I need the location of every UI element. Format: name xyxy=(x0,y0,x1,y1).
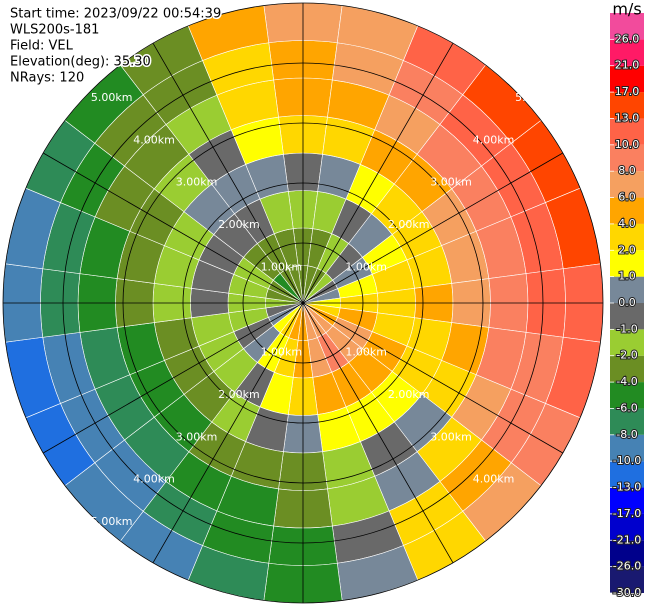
colorbar-tick-label: 8.0 xyxy=(618,164,636,177)
colorbar-segment xyxy=(610,144,644,172)
info-block: Start time: 2023/09/22 00:54:39WLS200s-1… xyxy=(9,5,223,87)
colorbar-tick-label: -21.0 xyxy=(613,533,641,546)
colorbar-segment xyxy=(610,355,644,383)
range-label: 3.00km xyxy=(430,176,472,189)
colorbar-tick-label: -26.0 xyxy=(613,560,641,573)
range-label: 3.00km xyxy=(176,430,218,443)
colorbar-segment xyxy=(610,92,644,119)
colorbar-segment xyxy=(610,461,644,488)
colorbar: m/s 26.0 21.0 17.0 13.0 10.0 8.0 6.0 4.0 2.0 1.0 0.… xyxy=(610,0,644,600)
range-ring xyxy=(2,2,604,604)
range-ring xyxy=(242,242,364,364)
range-label: 5.00km xyxy=(91,515,133,528)
colorbar-segment xyxy=(610,250,644,277)
info-line: WLS200s-181 xyxy=(10,23,99,38)
range-label: 4.00km xyxy=(133,133,175,146)
colorbar-segment xyxy=(610,329,644,356)
colorbar-segment xyxy=(610,382,644,409)
colorbar-segment xyxy=(610,197,644,224)
colorbar-segment xyxy=(610,39,644,66)
range-label: 1.00km xyxy=(261,261,303,274)
range-label: 1.00km xyxy=(345,345,387,358)
colorbar-segment xyxy=(610,13,644,40)
colorbar-tick-label: 2.0 xyxy=(618,243,636,256)
range-label: 1.00km xyxy=(345,261,387,274)
range-label: 2.00km xyxy=(388,388,430,401)
colorbar-tick-label: 21.0 xyxy=(615,59,640,72)
info-line: Field: VEL xyxy=(10,39,74,54)
colorbar-segment xyxy=(610,434,644,462)
colorbar-segment xyxy=(610,65,644,93)
range-label: 2.00km xyxy=(218,218,260,231)
info-line: Elevation(deg): 35.30 xyxy=(10,55,151,70)
range-label: 3.00km xyxy=(430,430,472,443)
colorbar-segment xyxy=(610,303,644,330)
range-label: 3.00km xyxy=(176,176,218,189)
range-label: 4.00km xyxy=(473,133,515,146)
radar-field xyxy=(2,2,604,604)
range-label: 5.00km xyxy=(515,91,557,104)
colorbar-tick-label: -17.0 xyxy=(613,507,641,520)
info-line: NRays: 120 xyxy=(10,71,84,86)
colorbar-tick-label: -4.0 xyxy=(616,375,637,388)
colorbar-segment xyxy=(610,171,644,198)
range-label: 5.00km xyxy=(515,515,557,528)
colorbar-title: m/s xyxy=(612,0,641,19)
colorbar-tick-label: 13.0 xyxy=(615,111,640,124)
colorbar-tick-label: 10.0 xyxy=(615,138,640,151)
colorbar-tick-label: 6.0 xyxy=(618,191,636,204)
colorbar-tick-label: 1.0 xyxy=(618,270,636,283)
colorbar-segment xyxy=(610,408,644,435)
range-label: 1.00km xyxy=(261,345,303,358)
range-label: 2.00km xyxy=(218,388,260,401)
colorbar-tick-label: -13.0 xyxy=(613,481,641,494)
colorbar-tick-label: 4.0 xyxy=(618,217,636,230)
colorbar-segment xyxy=(610,513,644,541)
colorbar-segment xyxy=(610,566,644,593)
spoke-line xyxy=(152,42,454,564)
colorbar-tick-label: 0.0 xyxy=(618,296,636,309)
colorbar-tick-label: -10.0 xyxy=(613,454,641,467)
info-line: Start time: 2023/09/22 00:54:39 xyxy=(10,7,221,22)
colorbar-tick-label: -2.0 xyxy=(616,349,637,362)
range-label: 4.00km xyxy=(133,473,175,486)
colorbar-segment xyxy=(610,540,644,567)
range-ring xyxy=(62,62,544,544)
colorbar-segment xyxy=(610,118,644,145)
range-ring xyxy=(182,182,424,424)
colorbar-tick-label: -30.0 xyxy=(613,586,641,599)
range-ring xyxy=(122,122,484,484)
colorbar-tick-label: -1.0 xyxy=(616,322,637,335)
range-label: 5.00km xyxy=(91,91,133,104)
colorbar-tick-label: 26.0 xyxy=(615,32,640,45)
colorbar-tick-label: 17.0 xyxy=(615,85,640,98)
range-grid: 1.00km 1.00km 1.00km 1.00km 2.00km 2.00km 2.00… xyxy=(2,2,604,604)
range-label: 2.00km xyxy=(388,218,430,231)
colorbar-tick-label: -6.0 xyxy=(616,401,637,414)
colorbar-segment xyxy=(610,487,644,514)
colorbar-segment xyxy=(610,223,644,251)
range-label: 4.00km xyxy=(473,473,515,486)
colorbar-tick-label: -8.0 xyxy=(616,428,637,441)
colorbar-segment xyxy=(610,276,644,303)
